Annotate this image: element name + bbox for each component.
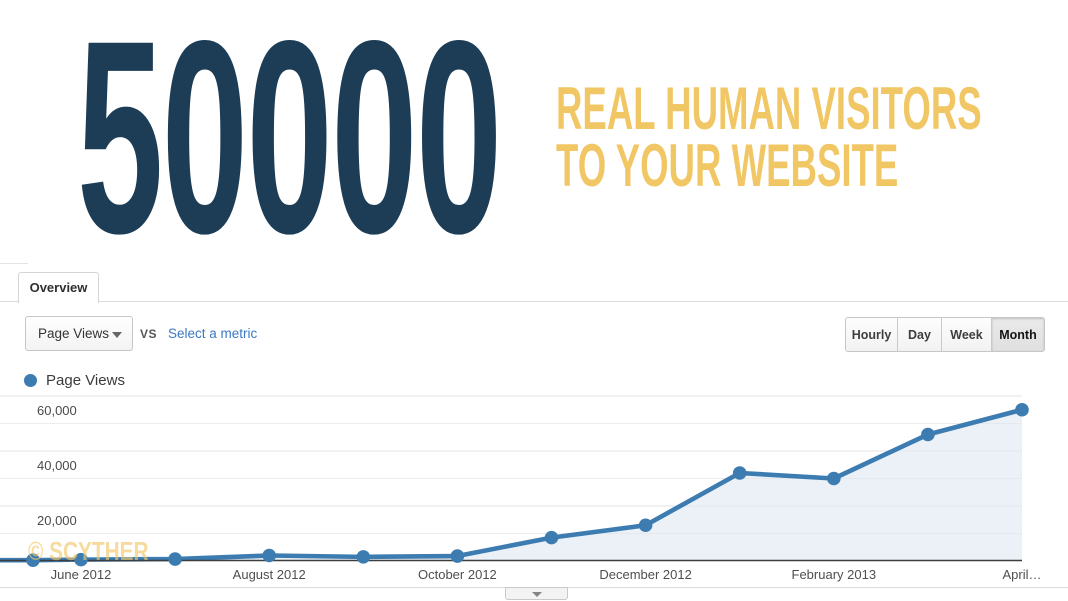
data-point[interactable] [74, 552, 88, 567]
hero-tagline-line2: TO YOUR WEBSITE [556, 132, 899, 199]
legend-dot-icon [24, 374, 37, 387]
y-axis-label: 60,000 [37, 403, 77, 418]
data-point[interactable] [544, 530, 559, 545]
data-point[interactable] [168, 552, 182, 566]
data-point[interactable] [827, 471, 841, 486]
tabbar-top-edge [0, 263, 28, 264]
x-axis-label: June 2012 [50, 567, 112, 582]
pageviews-area-chart[interactable] [0, 395, 1068, 567]
y-axis-label: 20,000 [37, 513, 77, 528]
x-axis-label: December 2012 [599, 567, 692, 582]
week-button[interactable]: Week [942, 318, 992, 351]
hero-number: 50000 [77, 0, 502, 291]
granularity-button-group: Hourly Day Week Month [845, 317, 1045, 352]
vs-label: VS [140, 327, 158, 341]
tabbar-divider [0, 301, 1068, 302]
chevron-down-icon [112, 332, 122, 338]
month-button[interactable]: Month [992, 318, 1044, 351]
data-point[interactable] [732, 466, 747, 480]
data-point[interactable] [1015, 402, 1029, 417]
metric-dropdown[interactable]: Page Views [25, 316, 133, 351]
area-fill [0, 409, 1022, 561]
hourly-button[interactable]: Hourly [846, 318, 898, 351]
watermark: © SCYTHER [28, 536, 149, 566]
data-point[interactable] [921, 427, 935, 442]
hero-tagline-line1: REAL HUMAN VISITORS [556, 75, 982, 142]
chart-expander[interactable] [505, 587, 568, 600]
data-point[interactable] [638, 518, 653, 533]
data-point[interactable] [356, 550, 371, 564]
chevron-down-icon [531, 592, 542, 597]
x-axis-label: August 2012 [232, 567, 306, 582]
legend-label: Page Views [46, 372, 125, 389]
tab-overview[interactable]: Overview [18, 272, 99, 303]
hero-tagline: REAL HUMAN VISITORS TO YOUR WEBSITE [556, 75, 982, 199]
data-point[interactable] [262, 548, 277, 563]
data-point[interactable] [26, 553, 40, 567]
x-axis-label: April… [1002, 567, 1042, 582]
data-point[interactable] [450, 549, 465, 563]
y-axis-label: 40,000 [37, 458, 77, 473]
x-axis-label: October 2012 [418, 567, 497, 582]
x-axis-label: February 2013 [791, 567, 877, 582]
metric-dropdown-value: Page Views [38, 326, 110, 341]
day-button[interactable]: Day [898, 318, 942, 351]
select-metric-link[interactable]: Select a metric [168, 326, 258, 341]
